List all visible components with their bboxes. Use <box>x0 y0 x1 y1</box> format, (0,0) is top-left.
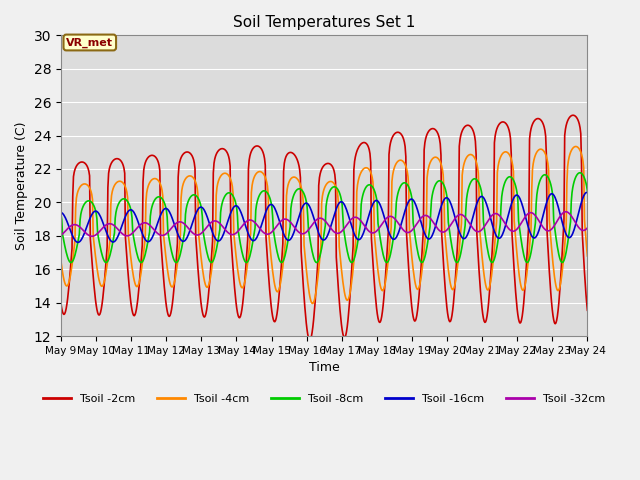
Title: Soil Temperatures Set 1: Soil Temperatures Set 1 <box>233 15 415 30</box>
Text: VR_met: VR_met <box>67 37 113 48</box>
Y-axis label: Soil Temperature (C): Soil Temperature (C) <box>15 121 28 250</box>
X-axis label: Time: Time <box>309 361 340 374</box>
Legend: Tsoil -2cm, Tsoil -4cm, Tsoil -8cm, Tsoil -16cm, Tsoil -32cm: Tsoil -2cm, Tsoil -4cm, Tsoil -8cm, Tsoi… <box>38 390 610 408</box>
